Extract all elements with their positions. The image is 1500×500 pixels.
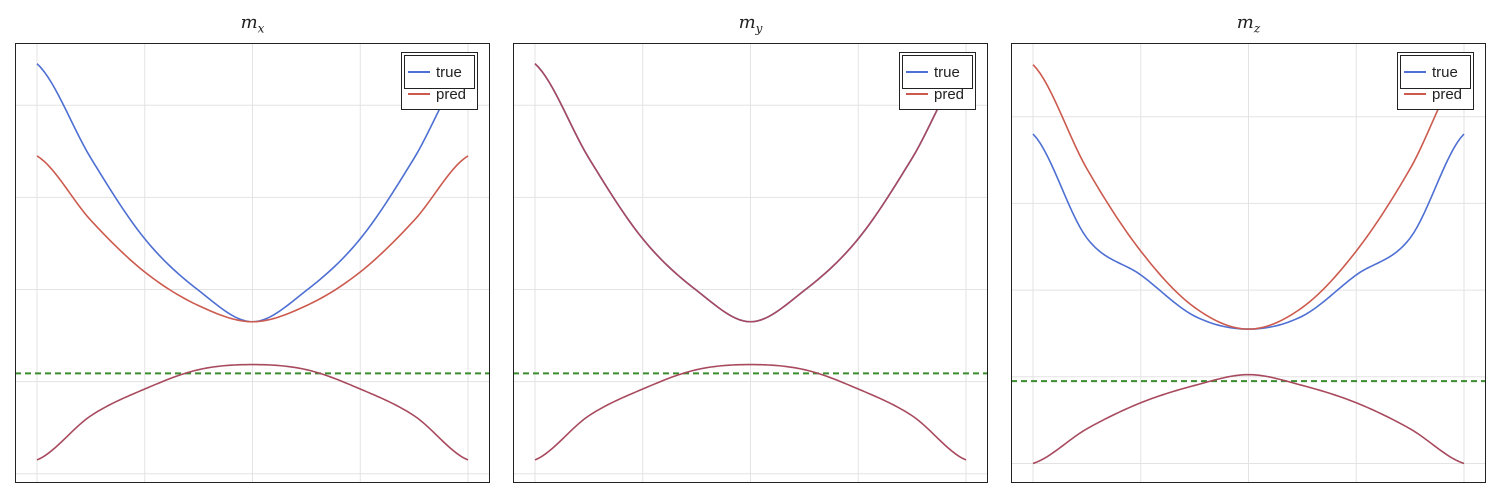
legend-entry-pred: pred: [1404, 85, 1462, 103]
chart-title-main: m: [738, 12, 756, 33]
legend-inner-box: [1400, 55, 1471, 89]
plot-frame: [1011, 43, 1486, 483]
legend-entry-true: true: [408, 63, 462, 81]
plot-area: [1011, 43, 1486, 483]
legend-label: true: [436, 63, 462, 81]
legend-swatch: [906, 93, 928, 95]
chart-title-subscript: y: [755, 21, 763, 36]
chart-panel-z: mz true pred: [1006, 0, 1491, 500]
series-group: [15, 63, 490, 461]
legend-label: true: [1432, 63, 1458, 81]
legend-entry-pred: pred: [408, 85, 466, 103]
chart-title-main: m: [1236, 12, 1254, 33]
chart-title-main: m: [240, 12, 258, 33]
chart-title: mx: [10, 12, 495, 36]
legend-swatch: [408, 71, 430, 73]
legend-entry-true: true: [1404, 63, 1458, 81]
legend-label: true: [934, 63, 960, 81]
legend-swatch: [1404, 71, 1426, 73]
chart-panel-x: mx true pred: [10, 0, 495, 500]
legend: true pred: [401, 52, 478, 110]
plot-frame: [513, 43, 988, 483]
legend: true pred: [1397, 52, 1474, 110]
legend-label: pred: [436, 85, 467, 103]
series-line-pred-upper: [534, 63, 967, 323]
chart-title-subscript: x: [257, 21, 265, 36]
series-line-lower-branch-lower: [36, 363, 469, 461]
chart-title: mz: [1006, 12, 1491, 36]
legend-swatch: [1404, 93, 1426, 95]
legend-entry-pred: pred: [906, 85, 964, 103]
plot-frame: [15, 43, 490, 483]
plot-area: [15, 43, 490, 483]
legend-label: pred: [1432, 85, 1463, 103]
legend: true pred: [899, 52, 976, 110]
series-group: [513, 63, 988, 461]
series-line-lower-branch-lower: [534, 363, 967, 461]
series-line-pred-upper: [1032, 64, 1465, 330]
chart-title: my: [508, 12, 993, 36]
series-group: [1011, 64, 1486, 465]
chart-panel-y: my true pred: [508, 0, 993, 500]
legend-entry-true: true: [906, 63, 960, 81]
legend-swatch: [408, 93, 430, 95]
legend-inner-box: [902, 55, 973, 89]
legend-swatch: [906, 71, 928, 73]
legend-label: pred: [934, 85, 965, 103]
series-line-pred-upper: [36, 155, 469, 323]
legend-inner-box: [404, 55, 475, 89]
plot-area: [513, 43, 988, 483]
chart-title-subscript: z: [1253, 21, 1261, 36]
series-line-lower-branch-lower: [1032, 373, 1465, 465]
